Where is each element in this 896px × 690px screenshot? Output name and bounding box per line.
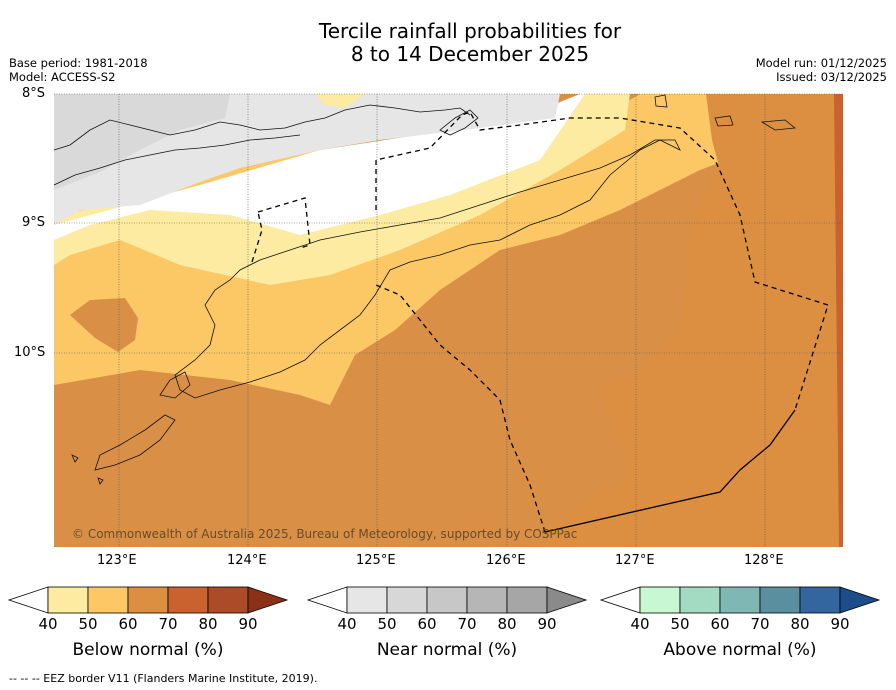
- colorbar-tick-label: 70: [750, 615, 770, 633]
- colorbar-extend-high: [546, 586, 588, 614]
- colorbar-tick-label: 40: [337, 615, 357, 633]
- kisar-coastline: [654, 94, 668, 108]
- leti-coastline: [714, 115, 734, 127]
- below-40-50-patch: [315, 94, 365, 108]
- flores-coastline: [53, 104, 471, 151]
- lon-label-127: 127°E: [615, 553, 655, 568]
- title-line-2: 8 to 14 December 2025: [350, 42, 590, 66]
- colorbar-tick-label: 50: [670, 615, 690, 633]
- colorbar-title: Above normal (%): [663, 640, 817, 660]
- colorbar-tick-label: 90: [537, 615, 557, 633]
- colorbar-tick-label: 90: [830, 615, 850, 633]
- eez-legend: -- -- -- EEZ border V11 (Flanders Marine…: [9, 672, 318, 685]
- colorbar-tick-label: 40: [630, 615, 650, 633]
- alor-coastline: [53, 134, 301, 186]
- colorbar-segment: [386, 586, 428, 614]
- colorbar-segment: [87, 586, 129, 614]
- model-name: Model: ACCESS-S2: [9, 70, 116, 84]
- lon-label-123: 123°E: [97, 553, 137, 568]
- colorbar-segment: [426, 586, 468, 614]
- colorbar-segment: [506, 586, 548, 614]
- colorbar-extend-high: [247, 586, 289, 614]
- colorbar-tick-label: 80: [198, 615, 218, 633]
- colorbar-extend-low: [306, 586, 348, 614]
- colorbar-tick-label: 50: [78, 615, 98, 633]
- colorbar-tick-label: 80: [790, 615, 810, 633]
- colorbar-segment: [679, 586, 721, 614]
- colorbar-extend-high: [839, 586, 881, 614]
- colorbar-tick-label: 60: [417, 615, 437, 633]
- colorbar-tick-label: 40: [38, 615, 58, 633]
- colorbar-segment: [207, 586, 249, 614]
- colorbar-segment: [127, 586, 169, 614]
- colorbar-segment: [639, 586, 681, 614]
- lat-label-8s: 8°S: [22, 86, 46, 101]
- eez-border: [251, 111, 829, 533]
- colorbar-tick-label: 80: [497, 615, 517, 633]
- issued-date: Issued: 03/12/2025: [776, 70, 887, 84]
- colorbar-tick-label: 60: [710, 615, 730, 633]
- colorbar-segment: [346, 586, 388, 614]
- below-60-70-patch-west: [70, 298, 138, 352]
- wetar-coastline: [439, 109, 479, 136]
- moa-coastline: [760, 119, 797, 131]
- lat-label-9s: 9°S: [22, 215, 46, 230]
- colorbar-tick-label: 70: [457, 615, 477, 633]
- colorbar-segment: [719, 586, 761, 614]
- colorbar-segment: [759, 586, 801, 614]
- model-run: Model run: 01/12/2025: [755, 56, 887, 70]
- colorbar-title: Below normal (%): [72, 640, 224, 660]
- lon-label-126: 126°E: [486, 553, 526, 568]
- colorbar-tick-label: 60: [118, 615, 138, 633]
- probability-fields: [54, 94, 843, 547]
- near-50-60-field: [54, 94, 230, 190]
- graticule: [54, 93, 843, 547]
- rote-coastline: [159, 371, 191, 399]
- colorbar-segment: [167, 586, 209, 614]
- colorbar-tick-label: 50: [377, 615, 397, 633]
- timor-coastline: [174, 139, 681, 399]
- below-80-90-strip: [834, 94, 843, 547]
- colorbar-tick-label: 70: [158, 615, 178, 633]
- colorbar-segment: [799, 586, 841, 614]
- lon-label-124: 124°E: [227, 553, 267, 568]
- coastlines: [53, 94, 797, 485]
- copyright-notice: © Commonwealth of Australia 2025, Bureau…: [72, 527, 578, 541]
- colorbars: [7, 586, 881, 614]
- colorbar-2: [306, 586, 588, 614]
- colorbar-extend-low: [599, 586, 641, 614]
- colorbar-1: [7, 586, 289, 614]
- colorbar-3: [599, 586, 881, 614]
- below-70-80-field: [540, 94, 843, 547]
- base-period: Base period: 1981-2018: [9, 56, 148, 70]
- lon-label-128: 128°E: [744, 553, 784, 568]
- colorbar-tick-label: 90: [238, 615, 258, 633]
- small-island-2: [97, 477, 104, 485]
- colorbar-segment: [466, 586, 508, 614]
- title-line-1: Tercile rainfall probabilities for: [318, 19, 622, 43]
- lon-label-125: 125°E: [356, 553, 396, 568]
- lat-label-10s: 10°S: [14, 345, 46, 360]
- colorbar-extend-low: [7, 586, 49, 614]
- sawu-coastline: [94, 414, 176, 471]
- colorbar-title: Near normal (%): [376, 640, 518, 660]
- colorbar-segment: [47, 586, 89, 614]
- small-island-1: [71, 454, 79, 463]
